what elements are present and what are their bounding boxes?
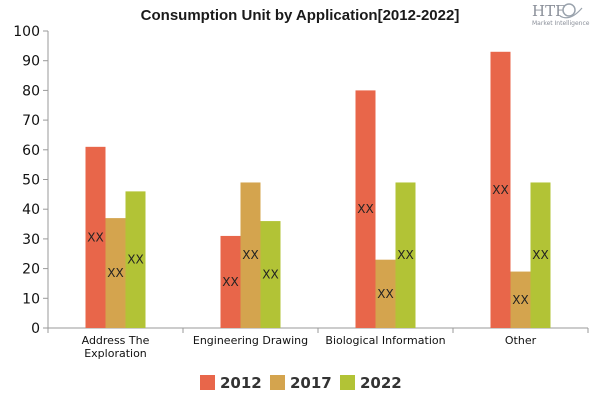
bar-2017-3 [510, 271, 531, 328]
bar-2022-1 [260, 221, 281, 328]
y-tick-label: 100 [13, 24, 40, 40]
bar-2022-2 [395, 182, 416, 328]
data-label: XX [87, 230, 103, 244]
y-tick-label: 80 [22, 83, 40, 99]
axes: 0 10 20 30 40 50 60 70 80 90 100 [13, 24, 589, 337]
htf-logo: HTF Market Intelligence [532, 2, 590, 27]
data-label: XX [242, 248, 258, 262]
bar-2017-0 [105, 218, 126, 328]
chart-title: Consumption Unit by Application[2012-202… [141, 7, 460, 24]
y-tick-label: 50 [22, 173, 40, 189]
legend-label: 2022 [360, 374, 402, 392]
bar-2022-0 [125, 191, 146, 328]
y-tick-label: 0 [31, 321, 40, 337]
logo-swoosh-icon [559, 7, 583, 19]
data-label: XX [397, 248, 413, 262]
data-label: XX [512, 293, 528, 307]
category-label: Other [505, 334, 537, 347]
legend-swatch-2017 [270, 375, 285, 390]
y-tick-label: 40 [22, 202, 40, 218]
legend-label: 2017 [290, 374, 332, 392]
bar-2012-3 [490, 51, 511, 328]
bar-2012-0 [85, 146, 106, 328]
legend-label: 2012 [220, 374, 262, 392]
y-tick-label: 70 [22, 113, 40, 129]
bars [85, 51, 551, 329]
data-label: XX [222, 275, 238, 289]
y-tick-label: 30 [22, 232, 40, 248]
legend: 2012 2017 2022 [200, 374, 402, 392]
data-label: XX [357, 202, 373, 216]
logo-globe-icon [562, 3, 576, 17]
legend-swatch-2022 [340, 375, 355, 390]
data-label: XX [532, 248, 548, 262]
data-labels: XX XX XX XX XX XX XX XX XX XX XX XX [87, 183, 548, 307]
data-label: XX [107, 266, 123, 280]
bar-2022-3 [530, 182, 551, 328]
data-label: XX [377, 287, 393, 301]
data-label: XX [262, 268, 278, 282]
y-tick-label: 60 [22, 143, 40, 159]
category-label: Address The [82, 334, 150, 347]
category-label: Engineering Drawing [193, 334, 308, 347]
y-tick-label: 20 [22, 262, 40, 278]
bar-2017-2 [375, 259, 396, 328]
logo-brand: HTF [532, 2, 566, 20]
logo-tagline: Market Intelligence [532, 20, 590, 27]
y-tick-label: 90 [22, 54, 40, 70]
y-tick-label: 10 [22, 291, 40, 307]
category-label: Biological Information [325, 334, 445, 347]
bar-2012-1 [220, 235, 241, 328]
category-label: Exploration [84, 347, 147, 360]
data-label: XX [127, 253, 143, 267]
bar-2017-1 [240, 182, 261, 328]
bar-2012-2 [355, 90, 376, 329]
data-label: XX [492, 183, 508, 197]
legend-swatch-2012 [200, 375, 215, 390]
